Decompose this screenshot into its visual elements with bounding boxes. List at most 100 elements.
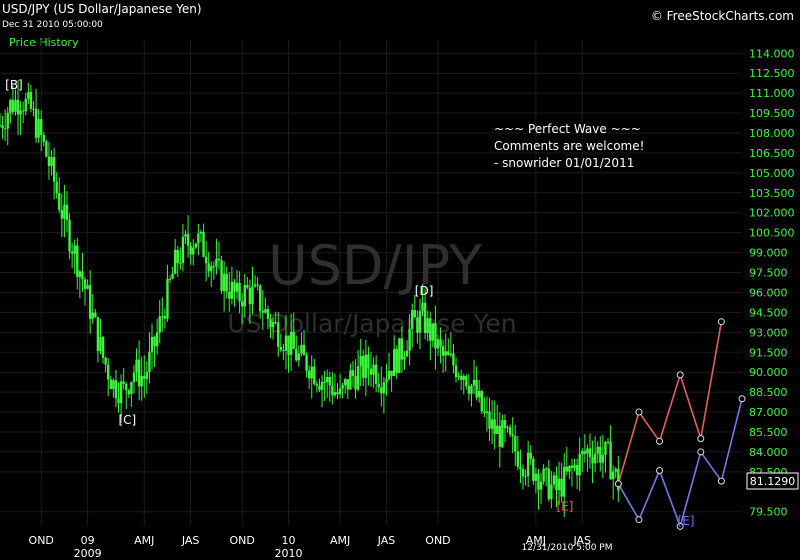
candle-body: [362, 356, 365, 378]
cursor-date: 12/31/2010 5:00 PM: [522, 543, 613, 553]
candle-body: [470, 385, 473, 394]
projection-red-point: [635, 408, 643, 416]
candle-body: [150, 336, 154, 352]
y-tick-label: 84.000: [749, 446, 788, 459]
candle-body: [465, 375, 468, 387]
candle-body: [423, 302, 427, 334]
y-tick-label: 88.500: [749, 386, 788, 399]
chart-title: USD/JPY (US Dollar/Japanese Yen): [2, 2, 202, 16]
candle-body: [478, 391, 481, 398]
candle-body: [307, 370, 311, 379]
candle-body: [544, 468, 548, 470]
candle-body: [277, 322, 280, 347]
candle-body: [557, 478, 561, 491]
candle-body: [212, 266, 216, 268]
candle-body: [289, 331, 293, 355]
candle-body: [444, 351, 447, 356]
wave-label: [E]: [678, 514, 695, 528]
candle-body: [313, 366, 316, 384]
candle-body: [40, 119, 43, 136]
wave-label: [D]: [415, 284, 434, 298]
candle-body: [475, 379, 478, 398]
projection-blue-point: [697, 448, 705, 456]
candle-body: [52, 157, 56, 182]
x-tick-label: JAS: [377, 534, 396, 547]
candle-body: [560, 478, 563, 497]
projection-blue-point: [717, 477, 725, 485]
candle-body: [117, 398, 120, 404]
candle-body: [516, 451, 520, 467]
chart-date: Dec 31 2010 05:00:00: [2, 20, 103, 30]
last-price-value: 81.1290: [750, 475, 796, 488]
candle-body: [434, 323, 437, 349]
candle-body: [537, 473, 540, 490]
candle-body: [192, 247, 195, 255]
candle-body: [532, 458, 535, 481]
candle-body: [282, 350, 285, 352]
x-tick-label: OND: [29, 534, 54, 547]
candle-body: [243, 285, 246, 307]
candle-body: [207, 263, 210, 272]
annotation-line: ~~~ Perfect Wave ~~~: [494, 122, 641, 136]
candle-body: [405, 350, 409, 357]
candle-body: [60, 209, 64, 219]
candle-body: [498, 425, 502, 447]
candle-body: [163, 316, 167, 319]
candle-body: [19, 110, 22, 115]
candle-body: [441, 346, 445, 356]
y-tick-label: 114.000: [749, 47, 795, 60]
candle-body: [24, 98, 27, 112]
projection-red-point: [717, 318, 725, 326]
candle-body: [488, 411, 491, 429]
y-tick-label: 93.000: [749, 326, 788, 339]
candle-body: [606, 441, 610, 443]
candle-body: [374, 364, 378, 384]
candle-body: [331, 385, 334, 396]
candle-body: [176, 249, 179, 264]
candle-body: [284, 335, 288, 351]
candle-body: [253, 284, 257, 287]
y-tick-label: 96.000: [749, 286, 788, 299]
candle-body: [300, 344, 303, 354]
candle-body: [287, 335, 290, 355]
candle-body: [452, 353, 455, 366]
candle-body: [503, 420, 507, 429]
y-tick-label: 108.000: [749, 127, 795, 140]
candle-body: [563, 466, 566, 497]
candle-body: [204, 256, 208, 264]
candle-body: [583, 451, 587, 454]
candle-body: [302, 344, 306, 356]
candle-body: [119, 381, 123, 404]
candle-body: [521, 468, 525, 477]
candle-body: [6, 112, 9, 129]
candle-body: [328, 377, 331, 386]
candle-body: [483, 411, 486, 414]
x-tick-label: AMJ: [330, 534, 350, 547]
panel-label[interactable]: Price History: [9, 36, 79, 49]
credit-link[interactable]: © FreeStockCharts.com: [650, 9, 794, 23]
candle-body: [382, 382, 386, 394]
candle-body: [81, 271, 84, 280]
y-tick-label: 102.000: [749, 207, 795, 220]
candle-body: [395, 349, 398, 373]
projection-blue-point: [656, 467, 664, 475]
candle-body: [609, 442, 612, 480]
candle-body: [573, 464, 576, 468]
candle-body: [173, 249, 177, 274]
candle-body: [588, 448, 592, 458]
projection-blue-point: [614, 480, 622, 488]
x-tick-label: JAS: [572, 534, 591, 547]
x-tick-label: AMJ: [134, 534, 154, 547]
candle-body: [161, 316, 164, 318]
candle-body: [137, 359, 141, 387]
candle-body: [107, 364, 110, 380]
candle-body: [354, 375, 357, 390]
y-tick-label: 109.500: [749, 107, 795, 120]
x-year-label: 2009: [74, 547, 102, 560]
candle-body: [225, 274, 228, 292]
candle-body: [55, 181, 58, 194]
candle-body: [1, 125, 4, 129]
candle-body: [333, 392, 337, 396]
x-tick-label: JAS: [181, 534, 200, 547]
